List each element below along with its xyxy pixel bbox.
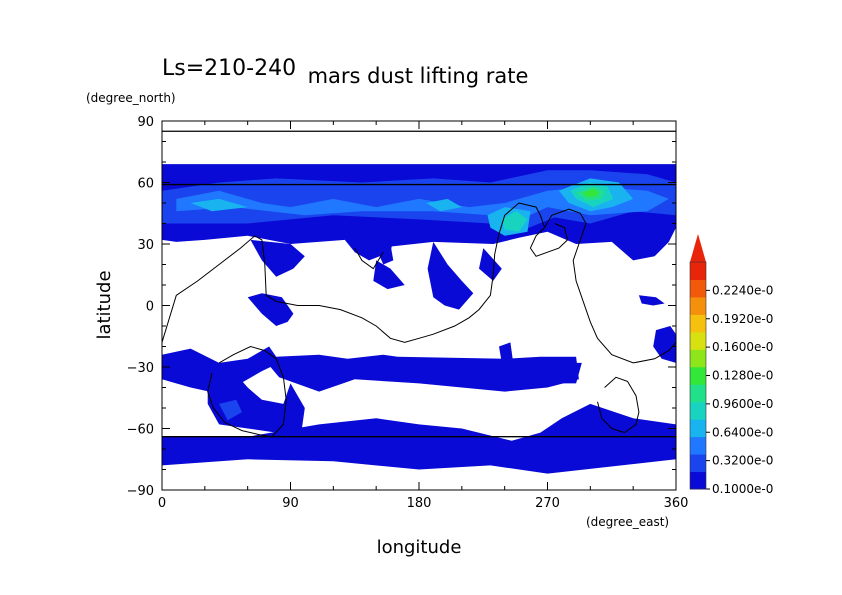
chart-title: mars dust lifting rate — [308, 64, 529, 88]
y-axis-label: latitude — [94, 270, 115, 339]
topography-contour — [597, 376, 640, 434]
topography-contours — [162, 202, 676, 438]
dust-region — [501, 211, 528, 232]
dust-region — [427, 241, 474, 310]
x-tick-label: 360 — [664, 496, 689, 511]
dust-region — [247, 293, 294, 326]
x-axis-label: longitude — [377, 537, 462, 558]
topography-contour — [207, 345, 287, 438]
dust-region — [376, 244, 394, 265]
season-label: Ls=210-240 — [162, 56, 296, 81]
x-tick-label: 0 — [158, 496, 166, 511]
dust-region — [638, 295, 665, 306]
dust-region — [373, 260, 405, 290]
colorbar-label: 0.1600e-0 — [712, 340, 773, 354]
colorbar-swatch — [690, 262, 706, 280]
y-tick-label: 0 — [146, 300, 154, 315]
dust-region — [583, 188, 599, 197]
colorbar-label: 0.3200e-0 — [712, 454, 773, 468]
x-units-label: (degree_east) — [586, 515, 669, 529]
colorbar-label: 0.2240e-0 — [712, 283, 773, 297]
colorbar-extend-arrow — [690, 234, 706, 262]
colorbar-swatch — [690, 331, 706, 350]
colorbar-label: 0.1280e-0 — [712, 369, 773, 383]
topography-contour — [529, 223, 569, 257]
dust-region — [219, 399, 242, 421]
y-units-label: (degree_north) — [86, 91, 176, 105]
colorbar-swatch — [690, 296, 706, 315]
dust-region — [162, 346, 579, 394]
colorbar-label: 0.1920e-0 — [712, 312, 773, 326]
x-tick-label: 270 — [535, 496, 560, 511]
colorbar-swatch — [690, 471, 706, 490]
dust-region — [162, 403, 676, 474]
topography-contour — [162, 202, 676, 364]
colorbar-swatch — [690, 314, 706, 333]
dust-region — [176, 186, 669, 224]
colorbar-swatch — [690, 419, 706, 438]
reference-latitude-lines — [162, 130, 676, 438]
colorbar-swatch — [690, 279, 706, 298]
dust-region — [547, 362, 582, 384]
y-tick-label: −30 — [127, 361, 154, 376]
colorbar-label: 0.1000e-0 — [712, 482, 773, 496]
dust-rate-regions — [162, 164, 676, 474]
x-tick-label: 90 — [282, 496, 299, 511]
colorbar-swatch — [690, 366, 706, 385]
dust-region — [499, 342, 514, 363]
y-tick-label: 60 — [137, 177, 154, 192]
dust-region — [611, 241, 669, 261]
dust-region — [479, 248, 502, 281]
y-tick-label: 90 — [137, 115, 154, 130]
colorbar: 0.1000e-0 0.3200e-0 0.6400e-0 0.9600e-0 0.12… — [689, 234, 773, 496]
axis-ticks: 0 90 180 270 360 90 60 30 0 −30 −60 −90 — [127, 115, 689, 511]
x-tick-label: 180 — [407, 496, 432, 511]
dust-region — [250, 239, 305, 277]
dust-region — [426, 198, 462, 212]
dust-region — [190, 198, 248, 212]
colorbar-swatch — [690, 349, 706, 368]
colorbar-swatch — [690, 401, 706, 420]
colorbar-swatch — [690, 436, 706, 455]
y-tick-label: −60 — [127, 423, 154, 438]
y-tick-label: −90 — [127, 484, 154, 499]
colorbar-swatch — [690, 454, 706, 473]
dust-region — [653, 326, 676, 363]
colorbar-swatch — [690, 384, 706, 403]
colorbar-label: 0.9600e-0 — [712, 397, 773, 411]
y-tick-label: 30 — [137, 238, 154, 253]
topography-contour — [354, 247, 384, 270]
colorbar-label: 0.6400e-0 — [712, 425, 773, 439]
